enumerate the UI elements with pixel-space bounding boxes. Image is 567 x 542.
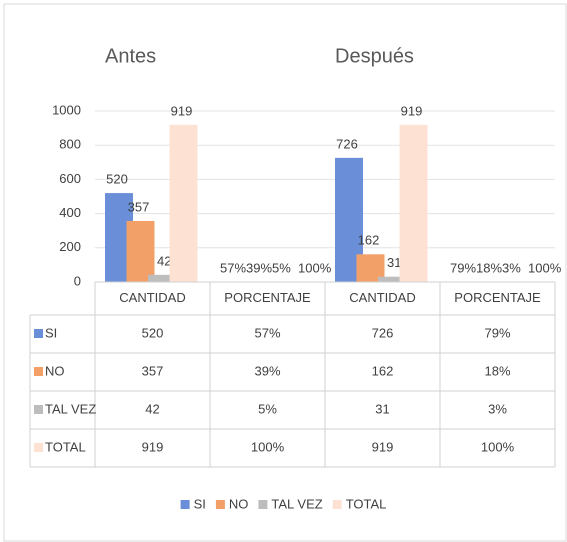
data-label: 357	[128, 199, 150, 214]
legend-key	[215, 500, 225, 509]
table-cell: 919	[142, 439, 164, 454]
table-legend-key	[34, 329, 43, 338]
y-tick-label: 800	[59, 137, 81, 152]
table-cell: 3%	[488, 401, 507, 416]
data-label: 42	[157, 253, 171, 268]
data-label: 57%	[220, 260, 246, 275]
table-cell: 57%	[254, 325, 280, 340]
data-label: 39%	[246, 260, 272, 275]
bar	[148, 274, 176, 282]
table-cell: 162	[372, 363, 394, 378]
y-tick-label: 400	[59, 205, 81, 220]
table-cell: 5%	[258, 401, 277, 416]
data-label: 3%	[502, 260, 521, 275]
data-label: 100%	[528, 260, 562, 275]
data-label: 520	[106, 172, 128, 187]
x-tick-label: PORCENTAJE	[224, 290, 311, 305]
legend-label: TAL VEZ	[271, 496, 322, 511]
data-label: 31	[387, 255, 401, 270]
x-tick-label: CANTIDAD	[349, 290, 415, 305]
data-label: 726	[336, 136, 358, 151]
y-tick-label: 200	[59, 239, 81, 254]
table-cell: 31	[375, 401, 389, 416]
legend-key	[180, 500, 190, 509]
group-label: Después	[335, 45, 414, 67]
table-cell: 42	[145, 401, 159, 416]
table-row-label: TAL VEZ	[45, 401, 96, 416]
table-row-label: NO	[45, 363, 65, 378]
table-cell: 919	[372, 439, 394, 454]
legend-label: SI	[194, 496, 206, 511]
x-tick-label: PORCENTAJE	[454, 290, 541, 305]
data-label: 919	[171, 103, 193, 118]
table-legend-key	[34, 367, 43, 376]
y-tick-label: 600	[59, 171, 81, 186]
table-cell: 357	[142, 363, 164, 378]
y-tick-label: 0	[74, 273, 81, 288]
legend-label: TOTAL	[346, 496, 387, 511]
data-label: 162	[358, 233, 380, 248]
bar	[169, 124, 198, 282]
data-label: 919	[401, 103, 423, 118]
table-legend-key	[34, 443, 43, 452]
bar	[399, 124, 428, 282]
legend-label: NO	[229, 496, 249, 511]
table-cell: 100%	[481, 439, 515, 454]
legend-key	[258, 500, 268, 509]
data-label: 79%	[450, 260, 476, 275]
table-cell: 520	[142, 325, 164, 340]
table-row-label: TOTAL	[45, 439, 86, 454]
bar	[378, 276, 406, 282]
legend-key	[332, 500, 342, 509]
data-label: 100%	[298, 260, 332, 275]
table-cell: 79%	[484, 325, 510, 340]
bar	[126, 220, 155, 282]
data-label: 18%	[476, 260, 502, 275]
table-legend-key	[34, 405, 43, 414]
table-cell: 726	[372, 325, 394, 340]
table-cell: 18%	[484, 363, 510, 378]
data-label: 5%	[272, 260, 291, 275]
table-cell: 39%	[254, 363, 280, 378]
x-tick-label: CANTIDAD	[119, 290, 185, 305]
table-row-label: SI	[45, 325, 57, 340]
table-cell: 100%	[251, 439, 285, 454]
y-tick-label: 1000	[52, 102, 81, 117]
group-label: Antes	[105, 45, 156, 67]
chart-frame	[3, 3, 567, 542]
